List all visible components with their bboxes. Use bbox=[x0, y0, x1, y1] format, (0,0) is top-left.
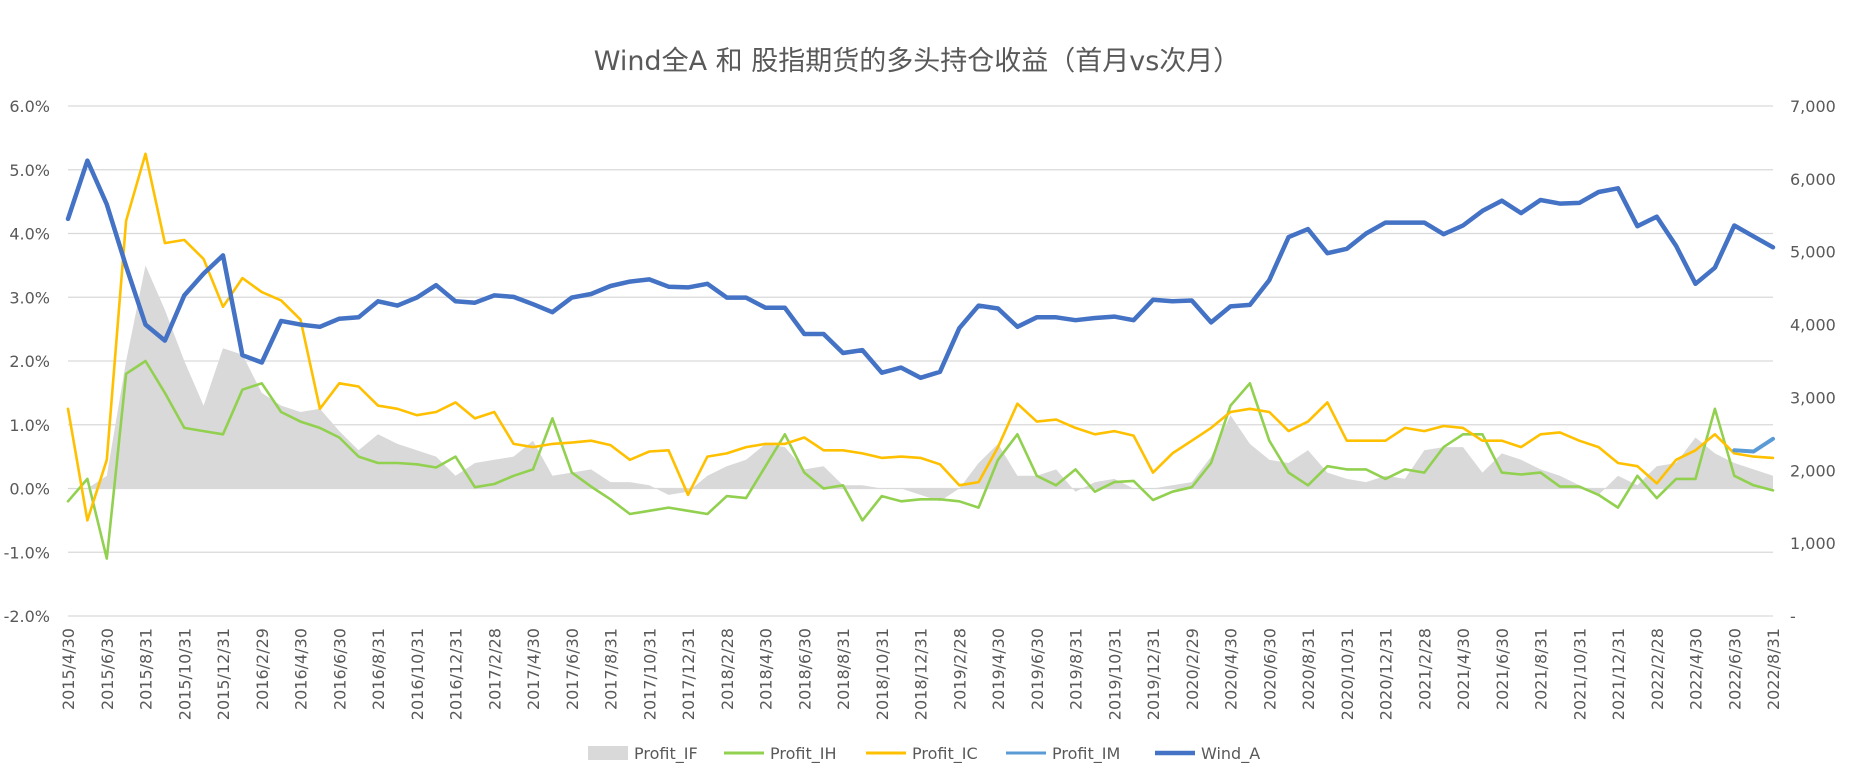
x-tick-label: 2020/4/30 bbox=[1222, 628, 1241, 710]
series-layer bbox=[65, 152, 1776, 560]
x-tick-label: 2018/2/28 bbox=[718, 628, 737, 710]
chart-title: Wind全A 和 股指期货的多头持仓收益（首月vs次月） bbox=[594, 46, 1241, 77]
x-tick-label: 2020/6/30 bbox=[1260, 628, 1279, 710]
x-tick-label: 2022/2/28 bbox=[1648, 628, 1667, 710]
x-tick-label: 2018/10/31 bbox=[873, 628, 892, 720]
x-tick-label: 2016/2/29 bbox=[253, 628, 272, 710]
legend: Profit_IF Profit_IH Profit_IC Profit_IM Wind… bbox=[588, 744, 1260, 764]
x-tick-label: 2016/4/30 bbox=[292, 628, 311, 710]
right-tick-label: 7,000 bbox=[1790, 97, 1836, 116]
legend-label-profit-ih: Profit_IH bbox=[770, 744, 836, 764]
x-tick-label: 2021/6/30 bbox=[1493, 628, 1512, 710]
x-tick-label: 2015/8/31 bbox=[137, 628, 156, 710]
left-tick-label: 1.0% bbox=[9, 416, 50, 435]
left-tick-label: 2.0% bbox=[9, 352, 50, 371]
series-wind-a-line bbox=[65, 158, 1776, 381]
x-tick-label: 2017/4/30 bbox=[524, 628, 543, 710]
left-tick-label: 5.0% bbox=[9, 161, 50, 180]
legend-label-wind-a: Wind_A bbox=[1201, 744, 1260, 764]
grid-lines bbox=[68, 105, 1773, 617]
x-tick-label: 2021/2/28 bbox=[1415, 628, 1434, 710]
left-axis: -2.0% -1.0% 0.0% 1.0% 2.0% 3.0% 4.0% 5.0% 6.0% bbox=[4, 97, 50, 626]
x-tick-label: 2015/4/30 bbox=[59, 628, 78, 710]
x-tick-label: 2022/4/30 bbox=[1687, 628, 1706, 710]
x-tick-label: 2015/6/30 bbox=[98, 628, 117, 710]
right-tick-label: - bbox=[1790, 607, 1796, 626]
right-axis: - 1,000 2,000 3,000 4,000 5,000 6,000 7,000 bbox=[1790, 97, 1836, 626]
x-tick-label: 2017/8/31 bbox=[602, 628, 621, 710]
x-tick-label: 2017/2/28 bbox=[485, 628, 504, 710]
x-tick-label: 2022/8/31 bbox=[1764, 628, 1783, 710]
right-tick-label: 5,000 bbox=[1790, 243, 1836, 262]
right-tick-label: 4,000 bbox=[1790, 316, 1836, 335]
x-tick-label: 2016/10/31 bbox=[408, 628, 427, 720]
x-tick-label: 2020/10/31 bbox=[1338, 628, 1357, 720]
x-axis: 2015/4/30 2015/6/30 2015/8/31 2015/10/31 201… bbox=[59, 628, 1783, 720]
left-tick-label: 6.0% bbox=[9, 97, 50, 116]
x-tick-label: 2017/10/31 bbox=[640, 628, 659, 720]
series-profit-ic-line bbox=[66, 152, 1775, 522]
x-tick-label: 2020/12/31 bbox=[1377, 628, 1396, 720]
series-profit-ih-line bbox=[66, 359, 1775, 560]
x-tick-label: 2021/8/31 bbox=[1532, 628, 1551, 710]
x-tick-label: 2015/12/31 bbox=[214, 628, 233, 720]
legend-label-profit-im: Profit_IM bbox=[1052, 744, 1120, 764]
legend-swatch-profit-if bbox=[588, 746, 628, 760]
left-tick-label: -1.0% bbox=[4, 543, 50, 562]
series-profit-if-area bbox=[68, 265, 1773, 502]
x-tick-label: 2019/6/30 bbox=[1028, 628, 1047, 710]
x-tick-label: 2015/10/31 bbox=[175, 628, 194, 720]
x-tick-label: 2022/6/30 bbox=[1725, 628, 1744, 710]
x-tick-label: 2021/12/31 bbox=[1609, 628, 1628, 720]
left-tick-label: -2.0% bbox=[4, 607, 50, 626]
x-tick-label: 2019/8/31 bbox=[1067, 628, 1086, 710]
x-tick-label: 2018/8/31 bbox=[834, 628, 853, 710]
right-tick-label: 6,000 bbox=[1790, 170, 1836, 189]
x-tick-label: 2019/4/30 bbox=[989, 628, 1008, 710]
x-tick-label: 2016/8/31 bbox=[369, 628, 388, 710]
right-tick-label: 2,000 bbox=[1790, 461, 1836, 480]
x-tick-label: 2018/4/30 bbox=[757, 628, 776, 710]
x-tick-label: 2019/2/28 bbox=[950, 628, 969, 710]
x-tick-label: 2020/2/29 bbox=[1183, 628, 1202, 710]
right-tick-label: 1,000 bbox=[1790, 534, 1836, 553]
left-tick-label: 4.0% bbox=[9, 225, 50, 244]
x-tick-label: 2017/6/30 bbox=[563, 628, 582, 710]
x-tick-label: 2017/12/31 bbox=[679, 628, 698, 720]
x-tick-label: 2016/12/31 bbox=[447, 628, 466, 720]
x-tick-label: 2021/4/30 bbox=[1454, 628, 1473, 710]
x-tick-label: 2021/10/31 bbox=[1570, 628, 1589, 720]
right-tick-label: 3,000 bbox=[1790, 388, 1836, 407]
x-tick-label: 2016/6/30 bbox=[330, 628, 349, 710]
x-tick-label: 2018/6/30 bbox=[795, 628, 814, 710]
x-tick-label: 2019/10/31 bbox=[1105, 628, 1124, 720]
x-tick-label: 2020/8/31 bbox=[1299, 628, 1318, 710]
legend-label-profit-if: Profit_IF bbox=[634, 744, 698, 764]
legend-label-profit-ic: Profit_IC bbox=[912, 744, 978, 764]
series-profit-im-line bbox=[1732, 436, 1775, 454]
x-tick-label: 2019/12/31 bbox=[1144, 628, 1163, 720]
left-tick-label: 0.0% bbox=[9, 480, 50, 499]
left-tick-label: 3.0% bbox=[9, 288, 50, 307]
x-tick-label: 2018/12/31 bbox=[912, 628, 931, 720]
